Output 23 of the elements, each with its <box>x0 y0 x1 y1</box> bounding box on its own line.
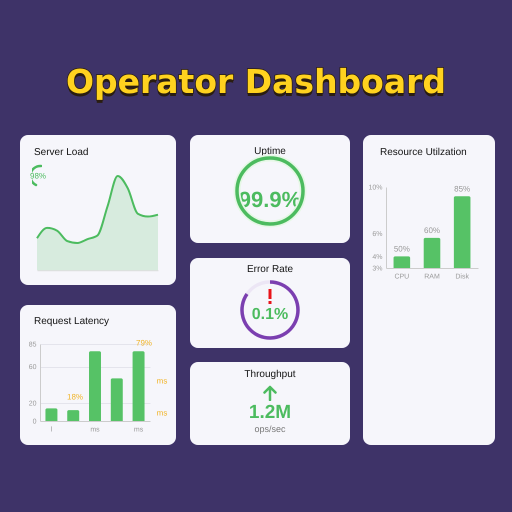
bar <box>110 378 123 421</box>
text: ms <box>156 408 168 418</box>
chart-title: Server Load <box>34 147 88 158</box>
text: ms <box>156 376 168 386</box>
annotation: 79% <box>136 338 152 348</box>
text: Uptime <box>254 146 286 157</box>
bar <box>89 351 101 421</box>
text: Error Rate <box>246 264 294 275</box>
chart-title: Resource Utilzation <box>380 147 467 158</box>
annotation: 85% <box>454 184 470 193</box>
text: Operator Dashboard <box>64 62 448 101</box>
bar <box>132 351 145 421</box>
bar <box>67 410 80 421</box>
annotation: 60% <box>424 226 440 235</box>
annotation: 18% <box>66 392 84 402</box>
chart-title: Request Latency <box>34 316 110 327</box>
text: Throughput <box>244 369 296 380</box>
text: ops/sec <box>254 424 286 434</box>
text: 1.2M <box>248 402 292 424</box>
annotation: 98% <box>30 172 46 180</box>
bar <box>45 408 58 421</box>
annotation: 50% <box>394 244 410 254</box>
text: 0.1% <box>252 306 288 324</box>
